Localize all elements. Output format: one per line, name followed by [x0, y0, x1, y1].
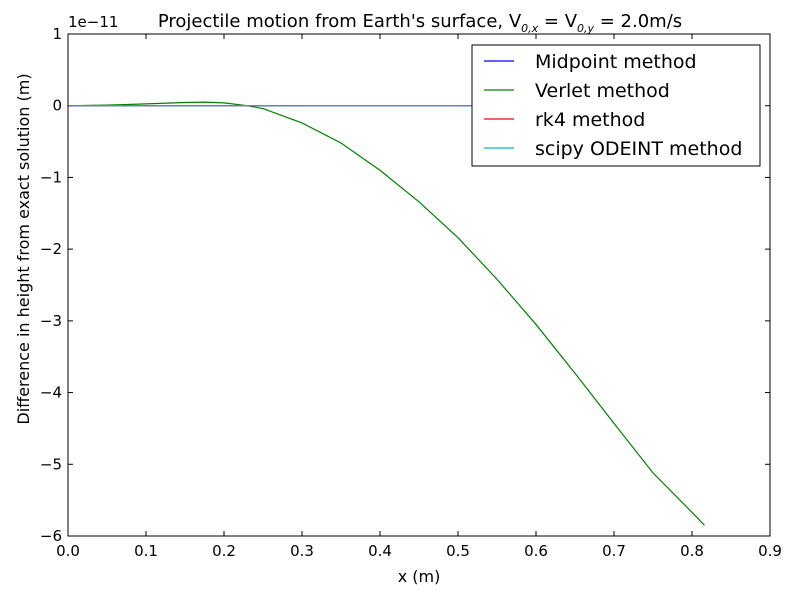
x-tick-label: 0.2 [212, 542, 236, 560]
y-tick-label: −3 [40, 312, 62, 330]
x-axis-label: x (m) [398, 567, 441, 586]
y-tick-label: 0 [52, 97, 62, 115]
y-tick-label: −6 [40, 527, 62, 545]
ticks-layer: 0.0 0.1 0.2 0.3 0.4 0.5 0.6 0.7 0.8 0.9 1 0 −1 −2 −3 −4… [40, 25, 782, 560]
y-tick-label: 1 [52, 25, 62, 43]
plot-frame [67, 33, 771, 537]
y-tick-label: −1 [40, 168, 62, 186]
legend-box [471, 44, 761, 167]
x-tick-label: 0.3 [290, 542, 314, 560]
y-offset-text: 1e−11 [68, 13, 118, 31]
x-tick-label: 0.7 [602, 542, 626, 560]
title-mid: = V [538, 11, 578, 32]
legend-label-verlet-method: Verlet method [535, 80, 670, 102]
series-line-verlet-method [67, 101, 705, 526]
x-tick-label: 0.4 [368, 542, 392, 560]
legend-label-scipy-odeint-method: scipy ODEINT method [535, 138, 742, 160]
title-prefix: Projectile motion from Earth's surface, … [158, 11, 522, 32]
legend-label-rk4-method: rk4 method [535, 109, 645, 131]
title-suffix: = 2.0m/s [594, 11, 682, 32]
legend-items: Midpoint method Verlet method rk4 method sc… [484, 51, 742, 160]
y-tick-label: −4 [40, 384, 62, 402]
x-tick-label: 0.5 [446, 542, 470, 560]
chart-title: Projectile motion from Earth's surface, … [158, 11, 682, 35]
y-axis-label: Difference in height from exact solution… [14, 73, 33, 424]
legend: Midpoint method Verlet method rk4 method sc… [471, 44, 761, 167]
x-tick-label: 0.6 [524, 542, 548, 560]
x-tick-label: 0.0 [56, 542, 80, 560]
x-tick-label: 0.8 [680, 542, 704, 560]
legend-label-midpoint-method: Midpoint method [535, 51, 697, 73]
y-tick-label: −5 [40, 455, 62, 473]
title-sub-x: 0,x [521, 22, 538, 35]
x-tick-label: 0.9 [758, 542, 782, 560]
title-sub-y: 0,y [577, 22, 594, 35]
x-tick-label: 0.1 [134, 542, 158, 560]
y-tick-label: −2 [40, 240, 62, 258]
